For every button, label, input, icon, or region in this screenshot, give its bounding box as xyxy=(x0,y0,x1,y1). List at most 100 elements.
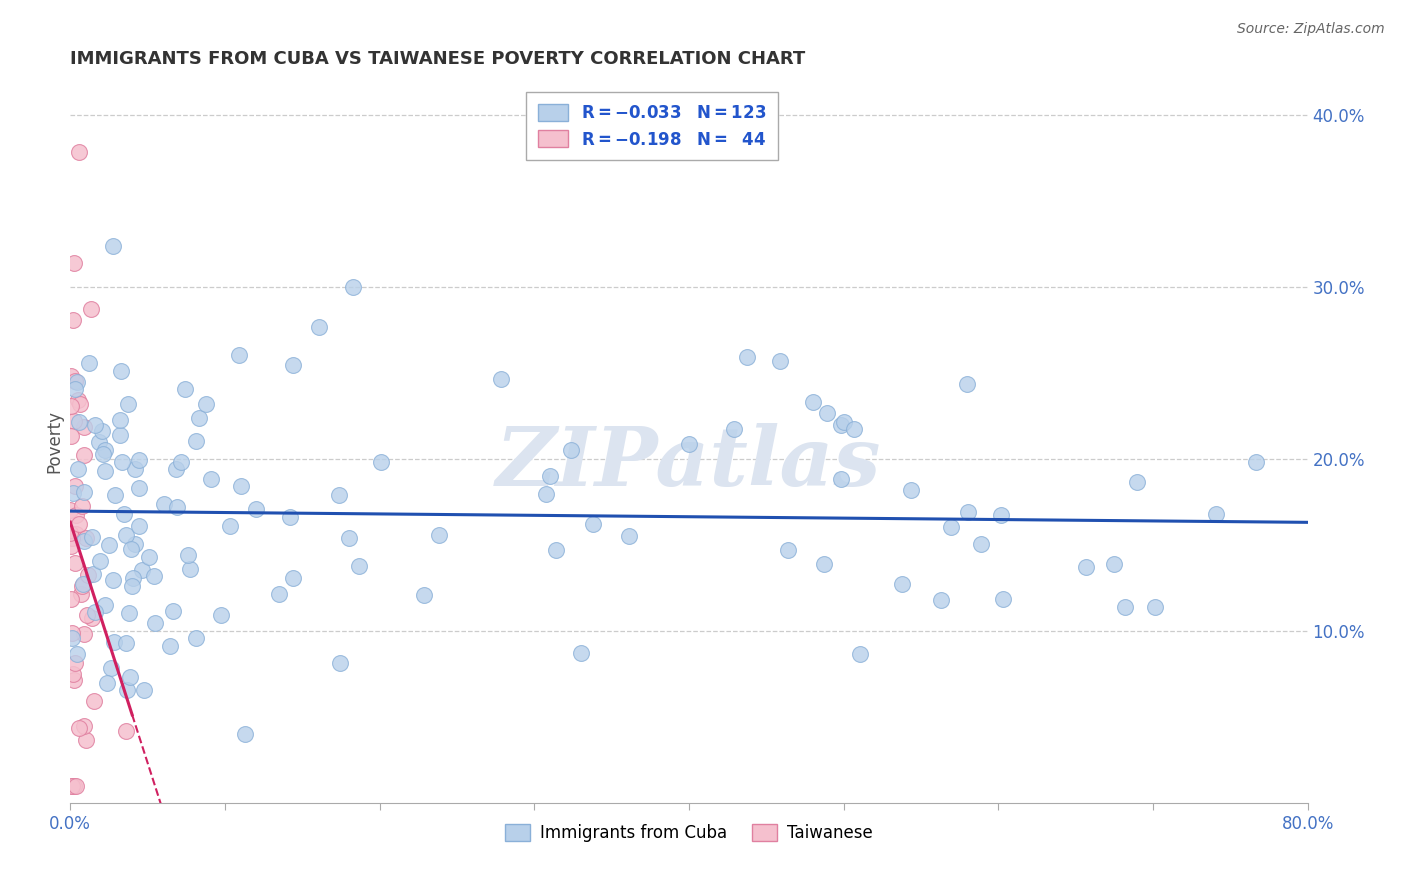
Point xyxy=(849,647,872,661)
Point xyxy=(83,694,105,708)
Point xyxy=(100,661,122,675)
Point xyxy=(62,486,84,500)
Point xyxy=(65,382,87,396)
Point xyxy=(427,528,450,542)
Y-axis label: Poverty: Poverty xyxy=(45,410,63,473)
Point xyxy=(900,483,922,498)
Point xyxy=(990,508,1012,523)
Point xyxy=(89,554,111,568)
Point xyxy=(59,503,82,517)
Point xyxy=(179,562,201,576)
Point xyxy=(489,371,512,385)
Point xyxy=(62,667,84,681)
Point xyxy=(142,568,165,582)
Point xyxy=(124,462,146,476)
Point xyxy=(128,481,150,495)
Point xyxy=(200,472,222,486)
Point xyxy=(65,557,87,571)
Point xyxy=(60,631,83,645)
Point xyxy=(582,516,605,531)
Point xyxy=(63,414,86,428)
Point xyxy=(235,727,257,741)
Point xyxy=(63,673,86,688)
Point xyxy=(267,587,290,601)
Point xyxy=(72,577,94,591)
Point xyxy=(59,526,82,541)
Point xyxy=(60,779,83,793)
Point xyxy=(124,536,146,550)
Point xyxy=(991,591,1014,606)
Text: IMMIGRANTS FROM CUBA VS TAIWANESE POVERTY CORRELATION CHART: IMMIGRANTS FROM CUBA VS TAIWANESE POVERT… xyxy=(70,50,806,68)
Point xyxy=(73,484,96,499)
Point xyxy=(75,531,97,545)
Point xyxy=(67,416,90,430)
Point xyxy=(735,350,758,364)
Point xyxy=(60,626,83,640)
Point xyxy=(120,542,142,557)
Point xyxy=(67,145,90,160)
Point xyxy=(63,478,86,492)
Point xyxy=(723,422,745,436)
Point xyxy=(132,682,155,697)
Point xyxy=(65,508,87,522)
Point xyxy=(65,527,87,541)
Point xyxy=(72,499,94,513)
Point xyxy=(59,368,82,383)
Point xyxy=(832,415,855,429)
Point xyxy=(73,419,96,434)
Point xyxy=(80,302,103,317)
Point xyxy=(82,566,104,581)
Point xyxy=(678,437,700,451)
Legend: Immigrants from Cuba, Taiwanese: Immigrants from Cuba, Taiwanese xyxy=(498,817,880,848)
Point xyxy=(93,446,115,460)
Point xyxy=(131,563,153,577)
Point xyxy=(59,539,82,553)
Point xyxy=(162,604,184,618)
Point xyxy=(1126,475,1149,489)
Point xyxy=(166,500,188,515)
Point xyxy=(283,571,305,585)
Point xyxy=(152,497,174,511)
Text: ZIPatlas: ZIPatlas xyxy=(496,423,882,503)
Point xyxy=(93,442,115,457)
Point xyxy=(308,319,330,334)
Point xyxy=(72,533,94,548)
Point xyxy=(66,647,89,661)
Point xyxy=(768,354,790,368)
Point xyxy=(219,518,242,533)
Point xyxy=(111,454,134,468)
Point xyxy=(93,464,115,478)
Point xyxy=(1102,557,1125,571)
Point xyxy=(538,468,561,483)
Point xyxy=(328,656,350,670)
Point xyxy=(60,592,83,607)
Point xyxy=(842,422,865,436)
Point xyxy=(128,452,150,467)
Point xyxy=(957,505,980,519)
Point xyxy=(569,646,592,660)
Point xyxy=(67,516,90,531)
Point xyxy=(1205,507,1227,521)
Point xyxy=(209,608,232,623)
Point xyxy=(96,676,118,690)
Point xyxy=(370,455,392,469)
Point xyxy=(65,779,87,793)
Point xyxy=(117,396,139,410)
Point xyxy=(177,548,200,562)
Point xyxy=(544,542,567,557)
Point xyxy=(73,448,96,462)
Point xyxy=(84,605,107,619)
Point xyxy=(108,412,131,426)
Point xyxy=(83,417,105,432)
Point xyxy=(118,606,141,620)
Point xyxy=(122,571,145,585)
Point xyxy=(108,428,131,442)
Point xyxy=(65,657,87,671)
Point xyxy=(66,462,89,476)
Point xyxy=(118,670,141,684)
Point xyxy=(1144,600,1167,615)
Point xyxy=(813,557,835,571)
Point xyxy=(80,611,103,625)
Point xyxy=(342,279,364,293)
Point xyxy=(328,488,350,502)
